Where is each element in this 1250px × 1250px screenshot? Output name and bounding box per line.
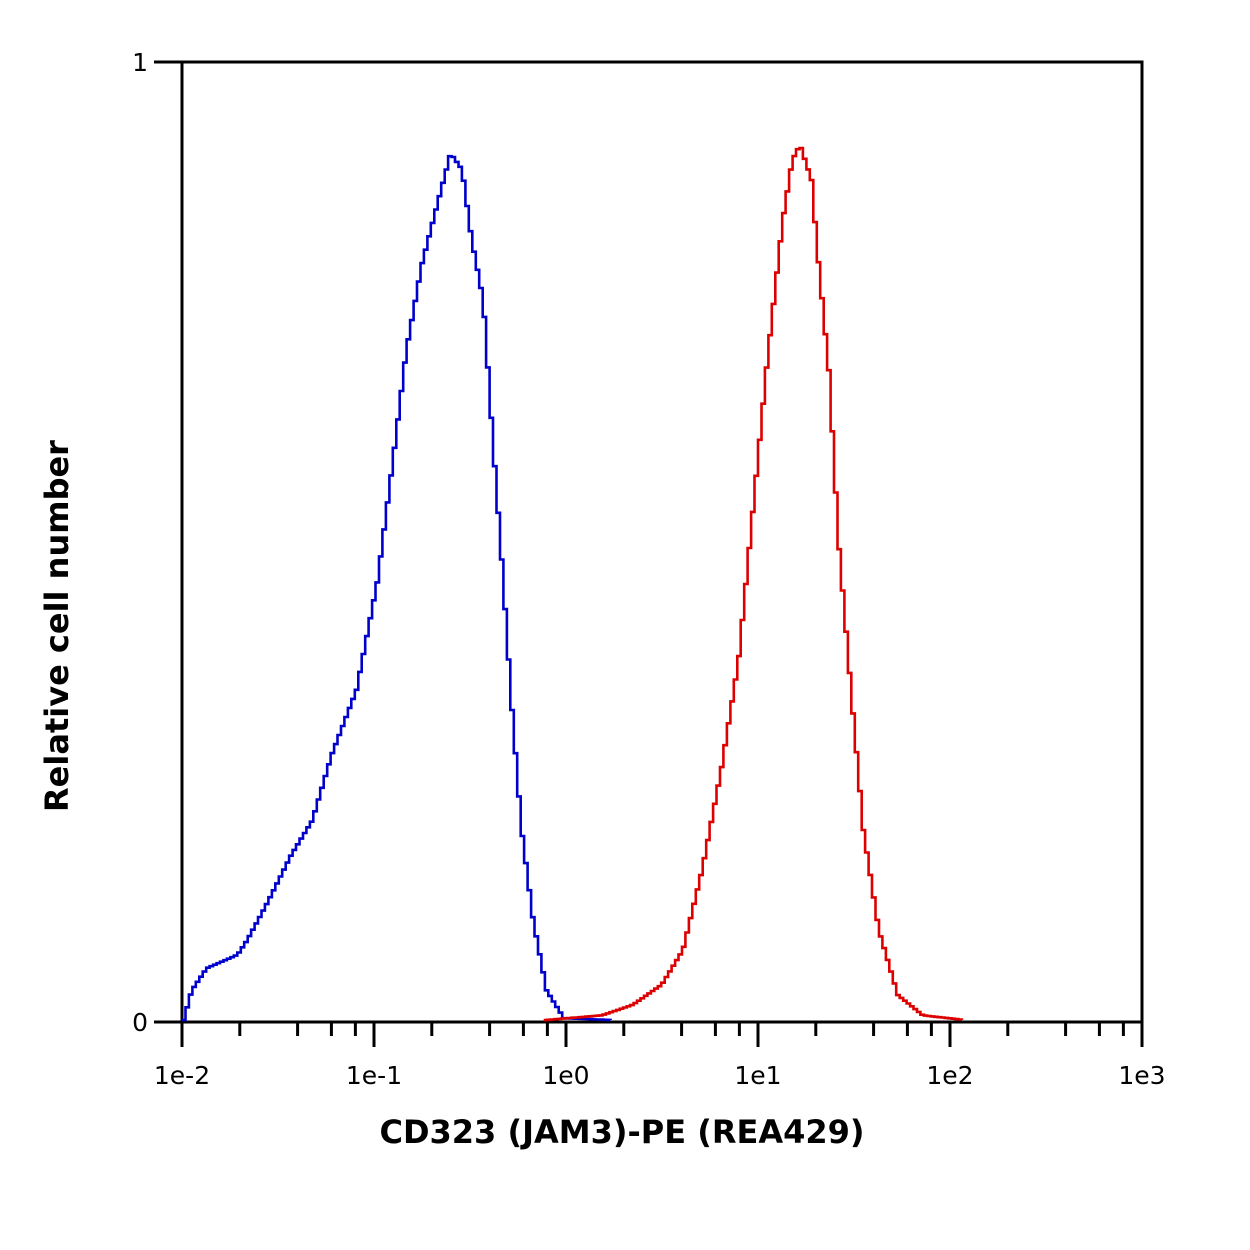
y-axis-ticks: 01 [132,48,182,1037]
control-histogram-line [182,154,612,1022]
x-tick-label: 1e-1 [346,1061,402,1090]
y-axis-title: Relative cell number [38,440,76,812]
x-axis-title: CD323 (JAM3)-PE (REA429) [379,1113,864,1151]
x-tick-label: 1e3 [1118,1061,1165,1090]
x-tick-label: 1e2 [926,1061,973,1090]
x-tick-label: 1e0 [542,1061,589,1090]
x-axis-ticks: 1e-2 1e-1 1e0 1e1 1e2 1e3 [154,1022,1166,1090]
x-tick-label: 1e-2 [154,1061,210,1090]
series-layer [182,146,964,1022]
plot-frame [180,60,1144,1024]
y-tick-label: 1 [132,48,148,77]
stained-histogram-line [543,146,964,1022]
x-tick-label: 1e1 [734,1061,781,1090]
y-tick-label: 0 [132,1008,148,1037]
